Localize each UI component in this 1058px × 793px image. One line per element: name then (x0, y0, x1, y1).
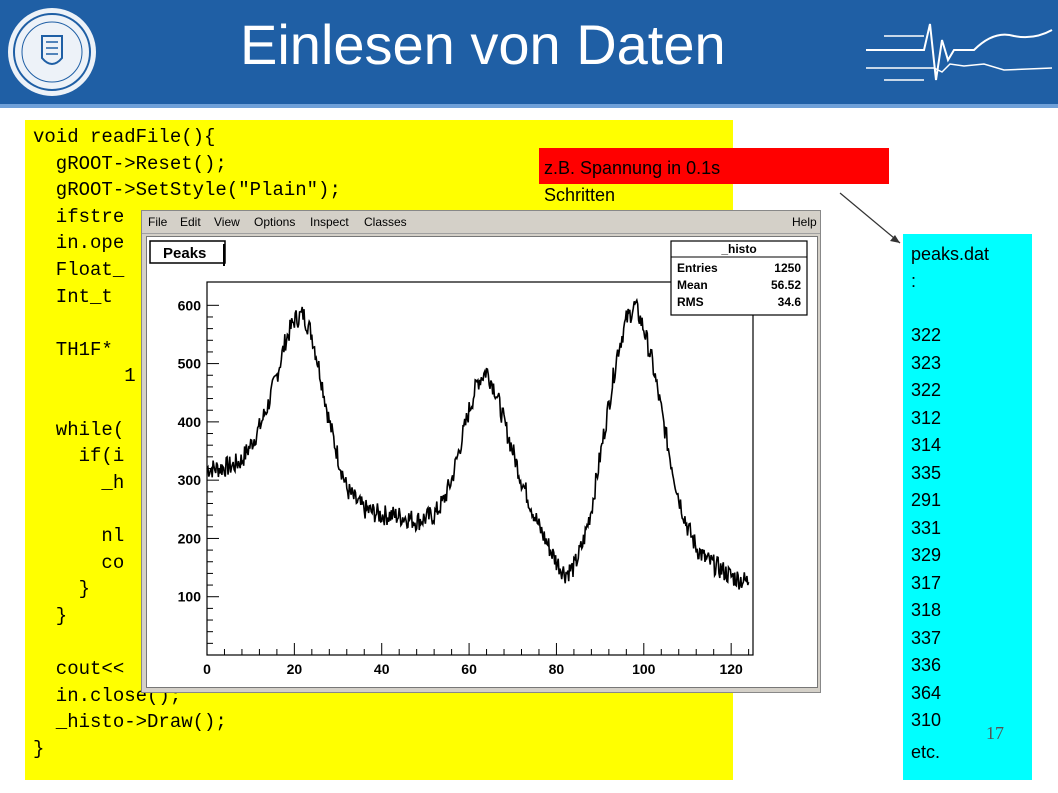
series-line (206, 297, 750, 590)
datafile-value: 331 (911, 517, 942, 538)
page-number: 17 (986, 723, 1004, 743)
datafile-value: 329 (911, 545, 942, 565)
datafile-value: 291 (911, 490, 942, 510)
histogram-canvas[interactable]: 100 200 300 400 500 600 0 20 40 60 80 100 120 Peaks … (146, 236, 818, 688)
x-tick-label: 120 (719, 661, 743, 677)
datafile-value: 312 (911, 407, 942, 428)
menu-options[interactable]: Options (254, 215, 296, 229)
stats-value-mean: 56.52 (771, 278, 801, 292)
code-line: gROOT->SetStyle("Plain"); (33, 179, 341, 202)
code-line: Int_t (33, 285, 125, 308)
datafile-value: 318 (911, 600, 942, 620)
code-line: while( (33, 418, 125, 441)
x-tick-label: 100 (632, 661, 656, 677)
root-canvas-window: File Edit View Options Inspect Classes H… (141, 210, 821, 693)
datafile-value: 322 (911, 325, 942, 345)
title-box-shadow (223, 244, 225, 266)
note-text: z.B. Spannung in 0.1s Schritten (544, 158, 721, 205)
menu-inspect[interactable]: Inspect (310, 215, 349, 229)
x-tick-label: 40 (374, 661, 390, 677)
datafile-box (903, 234, 1032, 780)
code-line: cout<< (33, 658, 125, 680)
y-tick-label: 400 (178, 414, 202, 430)
header-stripe (0, 104, 1058, 108)
datafile-etc: etc. (911, 742, 941, 762)
menu-edit[interactable]: Edit (180, 215, 201, 229)
datafile-colon: : (911, 271, 917, 291)
x-tick-label: 20 (287, 661, 303, 677)
note-box (539, 148, 889, 184)
datafile-value: 310 (911, 710, 942, 730)
menu-help[interactable]: Help (792, 215, 817, 229)
code-line: ifstre (33, 205, 125, 228)
code-line: co (33, 551, 125, 574)
y-tick-label: 200 (178, 530, 202, 546)
datafile-value: 364 (911, 682, 942, 703)
code-line: Float_ (33, 259, 125, 281)
datafile-value: 323 (911, 352, 942, 373)
y-tick-label: 300 (178, 472, 202, 488)
stats-value-entries: 1250 (774, 261, 801, 275)
stats-label-rms: RMS (677, 295, 704, 309)
stats-label-mean: Mean (677, 278, 708, 292)
slide-title: Einlesen von Daten (240, 13, 726, 76)
code-line: gROOT->Reset(); (33, 152, 227, 175)
university-seal-icon (8, 8, 96, 96)
y-tick-label: 500 (178, 356, 202, 372)
chart-title: Peaks (163, 245, 206, 262)
menu-file[interactable]: File (148, 215, 168, 229)
x-tick-label: 80 (549, 661, 565, 677)
stats-title: _histo (720, 242, 756, 256)
datafile-value: 337 (911, 627, 942, 648)
x-tick-label: 0 (203, 661, 211, 677)
datafile-value: 317 (911, 572, 942, 593)
code-line: if(i (33, 445, 125, 468)
datafile-name: peaks.dat (911, 244, 990, 264)
code-line: void readFile(){ (33, 126, 216, 148)
waveform-logo-icon (866, 23, 1053, 81)
code-line: in.ope (33, 232, 125, 255)
code-line: } (33, 604, 68, 627)
code-line: 1 (33, 365, 136, 388)
code-line: } (33, 737, 45, 760)
menu-bar: File Edit View Options Inspect Classes H… (142, 211, 820, 234)
header-bar: Einlesen von Daten (0, 0, 1058, 104)
code-line: _h (33, 471, 125, 494)
datafile-value: 335 (911, 462, 942, 483)
code-line: _histo->Draw(); (33, 711, 227, 734)
code-line: nl (33, 525, 125, 547)
stats-label-entries: Entries (677, 261, 718, 275)
stats-value-rms: 34.6 (778, 295, 802, 309)
y-tick-label: 600 (178, 297, 202, 313)
code-line: } (33, 578, 91, 601)
datafile-value: 336 (911, 655, 942, 675)
menu-view[interactable]: View (214, 215, 240, 229)
menu-classes[interactable]: Classes (364, 215, 407, 229)
stats-box (670, 240, 808, 316)
y-tick-label: 100 (178, 589, 202, 605)
x-tick-label: 60 (461, 661, 477, 677)
code-line: TH1F* (33, 338, 125, 361)
datafile-value: 314 (911, 435, 942, 455)
datafile-value: 322 (911, 380, 942, 400)
